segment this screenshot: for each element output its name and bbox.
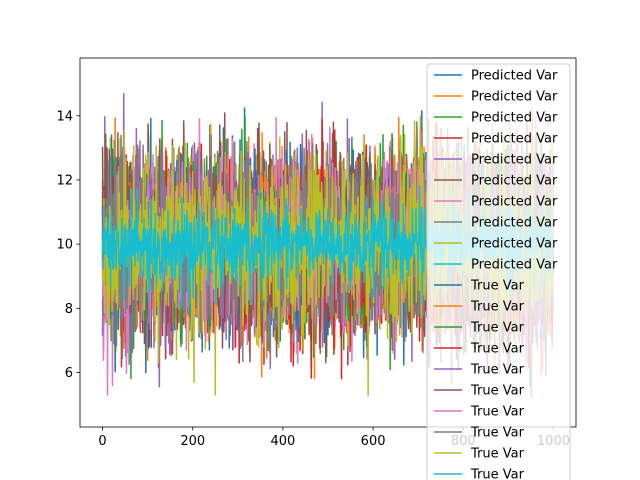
legend-label: True Var: [470, 279, 525, 294]
legend-label: Predicted Var: [471, 174, 558, 189]
legend-label: True Var: [470, 384, 525, 399]
legend-label: True Var: [470, 468, 525, 480]
legend-label: Predicted Var: [471, 132, 558, 147]
legend: Predicted Var Predicted Var Predicted Var P…: [426, 63, 571, 480]
legend-label: Predicted Var: [471, 258, 558, 273]
legend-label: Predicted Var: [471, 237, 558, 252]
x-tick-label: 600: [361, 434, 386, 449]
y-tick-label: 8: [65, 302, 73, 317]
legend-label: True Var: [470, 447, 525, 462]
legend-label: True Var: [470, 300, 525, 315]
legend-label: True Var: [470, 363, 525, 378]
axes-frame: [79, 57, 577, 428]
legend-label: True Var: [470, 342, 525, 357]
legend-label: True Var: [470, 321, 525, 336]
legend-box: [426, 63, 571, 480]
y-tick-label: 12: [56, 173, 73, 188]
legend-label: True Var: [470, 426, 525, 441]
legend-label: Predicted Var: [471, 90, 558, 105]
y-tick-label: 14: [56, 109, 73, 124]
legend-label: Predicted Var: [471, 111, 558, 126]
y-tick-label: 10: [56, 238, 73, 253]
x-tick-label: 200: [180, 434, 205, 449]
y-tick-label: 6: [65, 366, 73, 381]
x-tick-label: 400: [270, 434, 295, 449]
x-tick-label: 0: [98, 434, 106, 449]
legend-label: Predicted Var: [471, 153, 558, 168]
legend-label: True Var: [470, 405, 525, 420]
legend-label: Predicted Var: [471, 195, 558, 210]
legend-label: Predicted Var: [471, 69, 558, 84]
legend-label: Predicted Var: [471, 216, 558, 231]
